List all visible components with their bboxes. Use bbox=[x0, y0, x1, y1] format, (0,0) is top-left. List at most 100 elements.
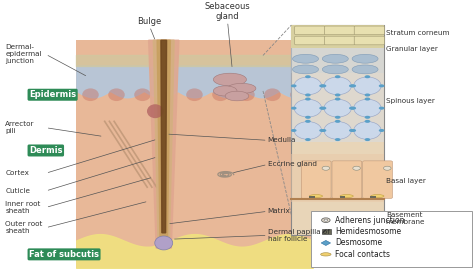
Circle shape bbox=[379, 129, 384, 132]
Polygon shape bbox=[157, 40, 170, 238]
Text: Bulge: Bulge bbox=[137, 17, 162, 26]
Circle shape bbox=[365, 116, 370, 119]
Circle shape bbox=[365, 75, 370, 78]
Circle shape bbox=[365, 138, 370, 141]
Circle shape bbox=[319, 107, 325, 110]
Text: Granular layer: Granular layer bbox=[386, 46, 438, 52]
Circle shape bbox=[305, 75, 311, 78]
Circle shape bbox=[291, 84, 297, 87]
Text: Fat of subcutis: Fat of subcutis bbox=[29, 250, 99, 259]
Text: Adherens junction: Adherens junction bbox=[335, 216, 405, 225]
Text: Inner root
sheath: Inner root sheath bbox=[5, 201, 41, 214]
Ellipse shape bbox=[294, 77, 321, 95]
Ellipse shape bbox=[324, 122, 351, 139]
FancyBboxPatch shape bbox=[322, 229, 330, 234]
Circle shape bbox=[379, 84, 384, 87]
Ellipse shape bbox=[324, 77, 351, 95]
FancyBboxPatch shape bbox=[295, 26, 325, 35]
Text: Cortex: Cortex bbox=[5, 170, 29, 176]
Circle shape bbox=[353, 166, 360, 170]
FancyBboxPatch shape bbox=[292, 73, 383, 141]
Ellipse shape bbox=[310, 194, 322, 198]
Ellipse shape bbox=[320, 253, 331, 256]
Ellipse shape bbox=[238, 89, 255, 101]
Circle shape bbox=[305, 120, 311, 123]
Circle shape bbox=[319, 129, 325, 132]
Polygon shape bbox=[321, 240, 330, 246]
Ellipse shape bbox=[322, 54, 348, 63]
Text: Dermis: Dermis bbox=[29, 146, 63, 155]
FancyBboxPatch shape bbox=[311, 211, 473, 267]
FancyBboxPatch shape bbox=[295, 36, 325, 45]
Ellipse shape bbox=[155, 236, 173, 250]
Circle shape bbox=[291, 129, 297, 132]
Text: Outer root
sheath: Outer root sheath bbox=[5, 221, 43, 234]
Circle shape bbox=[335, 93, 340, 97]
Circle shape bbox=[379, 107, 384, 110]
Text: Sebaceous
gland: Sebaceous gland bbox=[205, 2, 250, 21]
Text: Hemidesmosome: Hemidesmosome bbox=[335, 227, 401, 236]
Circle shape bbox=[335, 138, 340, 141]
Circle shape bbox=[335, 120, 340, 123]
Circle shape bbox=[349, 129, 355, 132]
Ellipse shape bbox=[134, 89, 151, 101]
Circle shape bbox=[305, 116, 311, 119]
Ellipse shape bbox=[371, 194, 384, 198]
Ellipse shape bbox=[225, 91, 249, 101]
Text: Basement
membrane: Basement membrane bbox=[386, 213, 425, 225]
FancyBboxPatch shape bbox=[354, 36, 384, 45]
Circle shape bbox=[320, 84, 326, 87]
Text: Epidermis: Epidermis bbox=[29, 90, 76, 99]
Text: Eccrine gland: Eccrine gland bbox=[268, 161, 317, 167]
Text: Arrector
pili: Arrector pili bbox=[5, 121, 35, 134]
FancyBboxPatch shape bbox=[332, 161, 362, 198]
Ellipse shape bbox=[324, 99, 351, 117]
FancyBboxPatch shape bbox=[324, 36, 355, 45]
Circle shape bbox=[322, 166, 329, 170]
Ellipse shape bbox=[322, 65, 348, 74]
FancyBboxPatch shape bbox=[292, 48, 383, 73]
FancyBboxPatch shape bbox=[354, 26, 384, 35]
FancyBboxPatch shape bbox=[292, 154, 383, 203]
Ellipse shape bbox=[290, 89, 307, 101]
Ellipse shape bbox=[213, 73, 246, 86]
FancyBboxPatch shape bbox=[363, 161, 392, 198]
Circle shape bbox=[320, 129, 326, 132]
Ellipse shape bbox=[340, 194, 353, 198]
Circle shape bbox=[350, 129, 356, 132]
Text: Medulla: Medulla bbox=[268, 137, 296, 143]
Text: Basal layer: Basal layer bbox=[386, 178, 426, 184]
Polygon shape bbox=[149, 40, 179, 248]
Circle shape bbox=[365, 93, 370, 97]
Ellipse shape bbox=[213, 86, 237, 96]
Ellipse shape bbox=[292, 65, 319, 74]
Ellipse shape bbox=[186, 89, 203, 101]
Circle shape bbox=[350, 107, 356, 110]
Text: Dermal-
epidermal
junction: Dermal- epidermal junction bbox=[5, 44, 42, 64]
Ellipse shape bbox=[82, 89, 99, 101]
Ellipse shape bbox=[212, 89, 229, 101]
Ellipse shape bbox=[352, 54, 378, 63]
FancyBboxPatch shape bbox=[76, 40, 313, 268]
Ellipse shape bbox=[294, 122, 321, 139]
Circle shape bbox=[319, 84, 325, 87]
Ellipse shape bbox=[264, 89, 281, 101]
FancyBboxPatch shape bbox=[339, 196, 345, 199]
FancyBboxPatch shape bbox=[324, 26, 355, 35]
Circle shape bbox=[305, 138, 311, 141]
Ellipse shape bbox=[294, 99, 321, 117]
Ellipse shape bbox=[354, 122, 381, 139]
Polygon shape bbox=[161, 40, 166, 233]
Circle shape bbox=[321, 218, 330, 222]
Ellipse shape bbox=[228, 83, 256, 93]
Ellipse shape bbox=[352, 65, 378, 74]
Circle shape bbox=[291, 107, 297, 110]
Circle shape bbox=[335, 116, 340, 119]
Text: Cuticle: Cuticle bbox=[5, 188, 30, 194]
Polygon shape bbox=[154, 40, 174, 243]
Text: Dermal papilla of
hair follicle: Dermal papilla of hair follicle bbox=[268, 229, 329, 242]
Text: Matrix: Matrix bbox=[268, 208, 291, 214]
Circle shape bbox=[305, 98, 311, 101]
Circle shape bbox=[349, 84, 355, 87]
Ellipse shape bbox=[108, 89, 125, 101]
